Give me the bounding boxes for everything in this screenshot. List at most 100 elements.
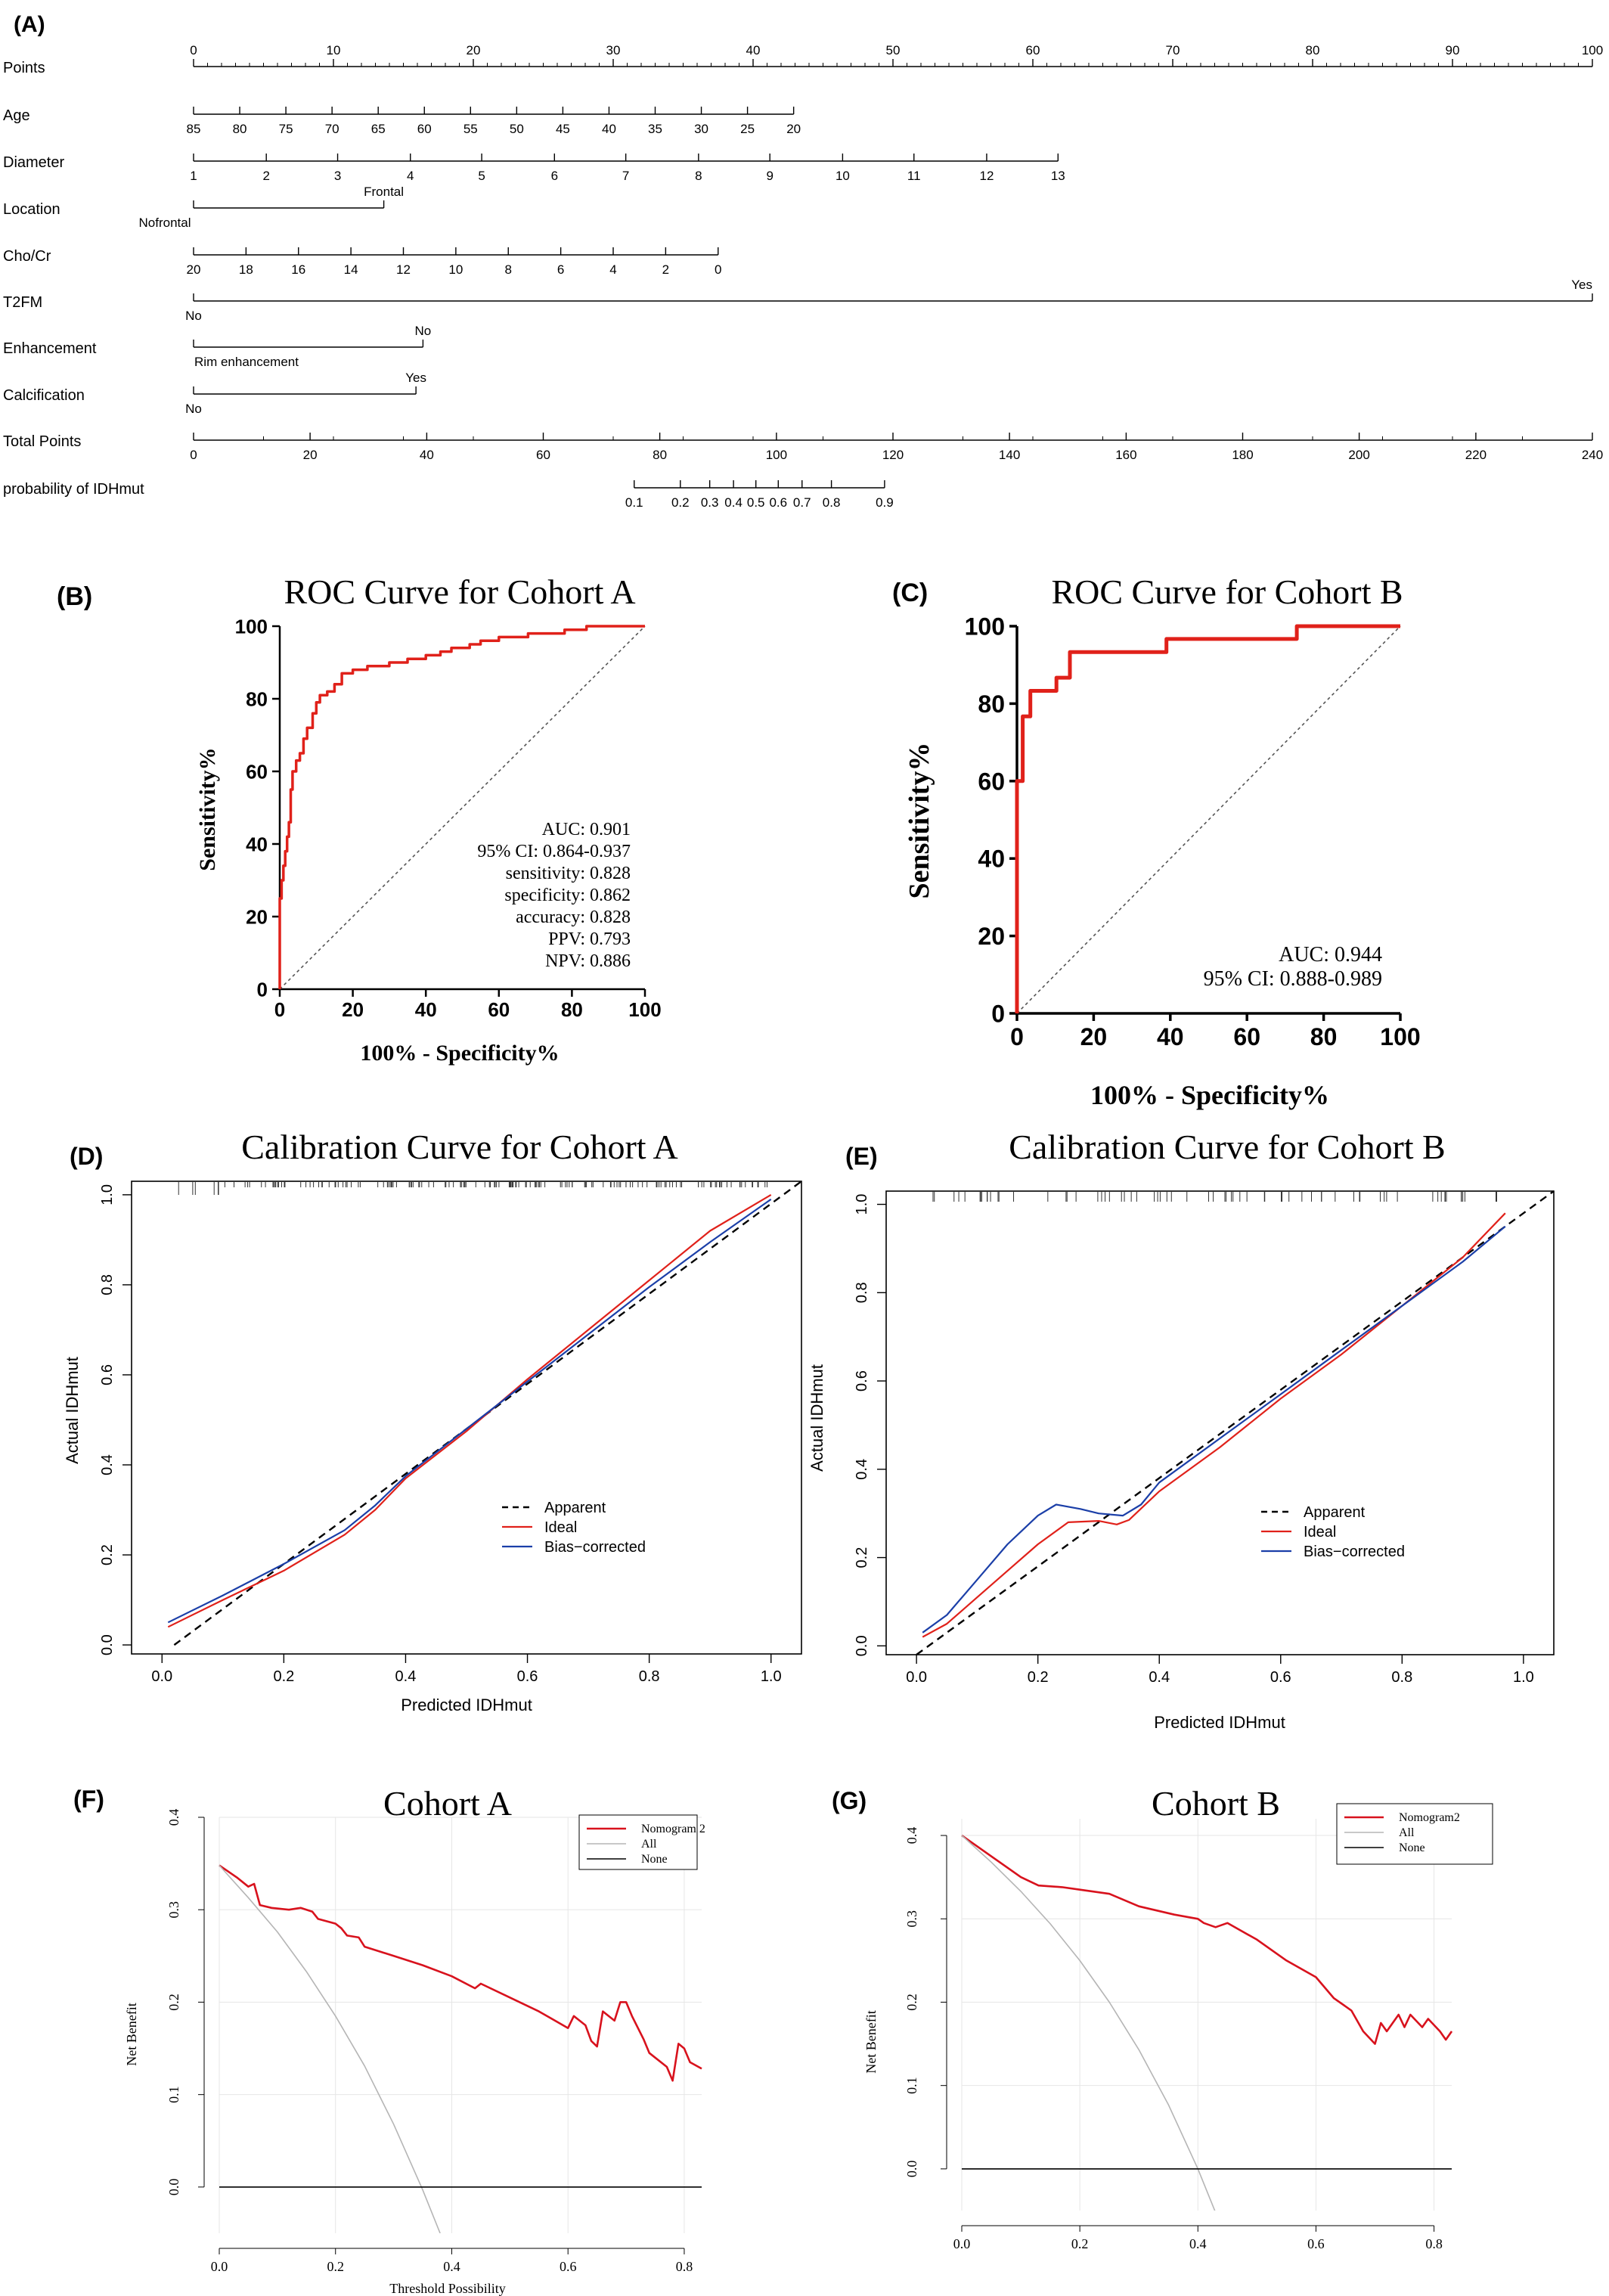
nomogram-tick-label: 40 bbox=[602, 122, 616, 136]
x-tick-label: 40 bbox=[1157, 1023, 1184, 1050]
y-tick-label: 40 bbox=[978, 845, 1005, 873]
roc-cohort-a-panel: ROC Curve for Cohort A 100% - Specificit… bbox=[195, 572, 662, 1066]
y-axis-label: Actual IDHmut bbox=[808, 1364, 826, 1472]
nomogram-tick-label: 30 bbox=[694, 122, 708, 136]
y-axis-label: Actual IDHmut bbox=[63, 1357, 82, 1464]
y-axis-label: Net Benefit bbox=[124, 2003, 139, 2065]
nomogram-tick-label: 6 bbox=[551, 169, 558, 183]
y-tick-label: 0.4 bbox=[166, 1809, 181, 1826]
stat-annotation: specificity: 0.862 bbox=[504, 886, 631, 905]
legend-label: Ideal bbox=[544, 1519, 577, 1536]
nomogram-tick-label: 2 bbox=[262, 169, 269, 183]
y-tick-label: 60 bbox=[246, 760, 268, 783]
y-tick-label: 0.1 bbox=[904, 2077, 919, 2094]
y-tick-label: 0.2 bbox=[99, 1544, 116, 1565]
y-tick-label: 0.4 bbox=[854, 1459, 870, 1480]
nomogram-tick-label: 140 bbox=[999, 448, 1020, 462]
nomogram-tick-label: 0 bbox=[715, 262, 721, 277]
panel-letter-c: (C) bbox=[892, 579, 928, 607]
y-tick-label: 60 bbox=[978, 768, 1005, 795]
legend-label: Bias−corrected bbox=[544, 1539, 646, 1556]
nomogram-tick-label: 180 bbox=[1232, 448, 1253, 462]
nomogram-tick-label: 1 bbox=[190, 169, 197, 183]
nomogram-tick-label: 60 bbox=[536, 448, 550, 462]
stat-annotation: AUC: 0.901 bbox=[542, 820, 631, 839]
dca-cohort-a-panel: Cohort A Threshold Possibility Net Benef… bbox=[124, 1784, 705, 2296]
nomogram-tick-label: 18 bbox=[239, 262, 253, 277]
y-axis-label: Sensitivity% bbox=[195, 747, 220, 870]
reference-diagonal bbox=[1016, 625, 1401, 1014]
nomogram-tick-label: 80 bbox=[1306, 43, 1320, 57]
y-tick-label: 0.6 bbox=[854, 1370, 870, 1392]
nomogram-tick-label: No bbox=[185, 402, 202, 416]
nomogram-tick-label: Rim enhancement bbox=[194, 355, 299, 369]
nomogram-tick-label: 10 bbox=[448, 262, 463, 277]
legend-label: Apparent bbox=[1304, 1504, 1366, 1521]
nomogram-tick-label: 60 bbox=[1026, 43, 1040, 57]
x-tick-label: 0.0 bbox=[151, 1668, 172, 1685]
nomogram-tick-label: 11 bbox=[907, 169, 921, 183]
nomogram-tick-label: 50 bbox=[510, 122, 524, 136]
nomogram-tick-label: 160 bbox=[1115, 448, 1136, 462]
legend-label: All bbox=[1399, 1826, 1415, 1839]
nomogram-tick-label: Frontal bbox=[364, 185, 404, 199]
nomogram-tick-label: 7 bbox=[622, 169, 629, 183]
y-tick-label: 0.8 bbox=[854, 1282, 870, 1303]
nomogram-tick-label: 0.9 bbox=[876, 495, 894, 510]
nomogram-row-label: Cho/Cr bbox=[3, 248, 51, 265]
nomogram-tick-label: 50 bbox=[886, 43, 901, 57]
nomogram-tick-label: No bbox=[415, 324, 432, 338]
nomogram-tick-label: 6 bbox=[557, 262, 564, 277]
x-tick-label: 0.8 bbox=[676, 2259, 693, 2274]
nomogram-tick-label: 13 bbox=[1051, 169, 1065, 183]
nomogram-tick-label: 200 bbox=[1348, 448, 1369, 462]
nomogram-tick-label: 80 bbox=[233, 122, 247, 136]
nomogram-row-label: Age bbox=[3, 107, 30, 124]
nomogram-tick-label: 55 bbox=[463, 122, 478, 136]
x-tick-label: 0.8 bbox=[1425, 2236, 1443, 2251]
chart-title: ROC Curve for Cohort B bbox=[1051, 572, 1403, 611]
x-tick-label: 0.8 bbox=[639, 1668, 660, 1685]
nomogram-tick-label: 10 bbox=[836, 169, 850, 183]
nomogram-row-label: Calcification bbox=[3, 387, 85, 404]
calibration-line bbox=[922, 1225, 1506, 1634]
x-tick-label: 0 bbox=[274, 998, 285, 1021]
x-tick-label: 0.6 bbox=[1270, 1669, 1291, 1686]
x-tick-label: 0.2 bbox=[1028, 1669, 1049, 1686]
nomogram-tick-label: 0.3 bbox=[701, 495, 719, 510]
x-tick-label: 0.0 bbox=[211, 2259, 228, 2274]
nomogram-tick-label: 20 bbox=[786, 122, 801, 136]
x-tick-label: 0.6 bbox=[560, 2259, 577, 2274]
legend-label: Ideal bbox=[1304, 1524, 1336, 1540]
nomogram-tick-label: 9 bbox=[766, 169, 773, 183]
reference-diagonal bbox=[279, 625, 646, 990]
nomogram-tick-label: 65 bbox=[371, 122, 386, 136]
calibration-line bbox=[916, 1190, 1555, 1655]
panel-letter-a: (A) bbox=[14, 12, 45, 37]
y-tick-label: 100 bbox=[235, 615, 268, 638]
nomogram-tick-label: 0.6 bbox=[769, 495, 787, 510]
nomogram-row-label: Points bbox=[3, 60, 45, 76]
nomogram-tick-label: Nofrontal bbox=[139, 216, 191, 230]
nomogram-tick-label: 2 bbox=[662, 262, 669, 277]
y-tick-label: 0.0 bbox=[99, 1634, 116, 1655]
nomogram-tick-label: 25 bbox=[740, 122, 755, 136]
x-tick-label: 0.2 bbox=[273, 1668, 294, 1685]
y-tick-label: 0.6 bbox=[99, 1364, 116, 1385]
x-tick-label: 80 bbox=[1310, 1023, 1338, 1050]
nomogram-tick-label: 8 bbox=[695, 169, 702, 183]
calibration-line bbox=[167, 1193, 772, 1628]
y-tick-label: 0.2 bbox=[904, 1993, 919, 2011]
nomogram-tick-label: 80 bbox=[653, 448, 667, 462]
x-tick-label: 0.0 bbox=[953, 2236, 971, 2251]
nomogram-tick-label: 16 bbox=[291, 262, 305, 277]
decision-curve bbox=[219, 1865, 441, 2233]
x-tick-label: 60 bbox=[1233, 1023, 1260, 1050]
nomogram-tick-label: 45 bbox=[556, 122, 570, 136]
x-tick-label: 0.6 bbox=[517, 1668, 538, 1685]
x-axis-label: Predicted IDHmut bbox=[401, 1696, 532, 1714]
x-tick-label: 0.4 bbox=[1149, 1669, 1170, 1686]
x-tick-label: 0.4 bbox=[395, 1668, 417, 1685]
nomogram-tick-label: 0.4 bbox=[724, 495, 742, 510]
